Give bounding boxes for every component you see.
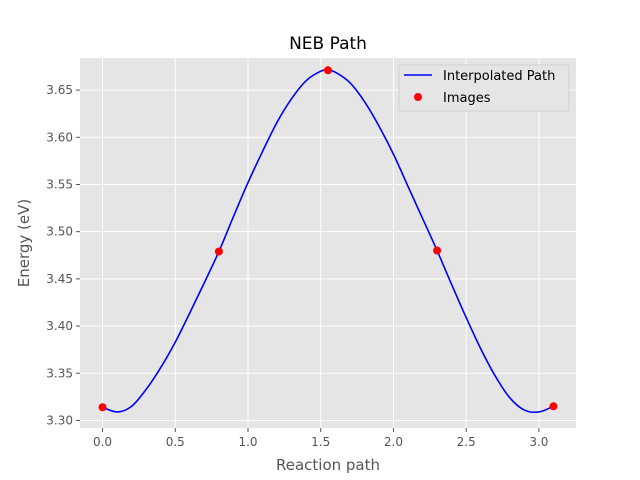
image-marker — [324, 66, 332, 75]
legend-entry-images: Images — [443, 91, 491, 106]
x-tick-label: 2.0 — [384, 435, 403, 449]
chart-title: NEB Path — [289, 34, 367, 54]
axis-ticks: 0.0 0.5 1.0 1.5 2.0 2.5 3.0 3.30 3.35 3.40 3.45 3.5… — [46, 83, 548, 449]
x-tick-label: 3.0 — [529, 435, 548, 449]
y-tick-label: 3.60 — [46, 130, 73, 144]
legend: Interpolated Path Images — [398, 64, 570, 112]
y-tick-label: 3.55 — [46, 177, 73, 191]
image-marker — [433, 246, 442, 255]
plot-area — [80, 58, 576, 428]
y-axis-label: Energy (eV) — [15, 199, 33, 287]
y-tick-label: 3.35 — [46, 366, 73, 380]
image-marker — [214, 247, 223, 256]
x-tick-label: 1.5 — [311, 435, 330, 449]
y-tick-label: 3.65 — [46, 83, 73, 97]
grid — [80, 58, 576, 428]
y-tick-label: 3.50 — [46, 225, 73, 239]
x-tick-label: 2.5 — [457, 435, 476, 449]
y-tick-label: 3.45 — [46, 272, 73, 286]
legend-box — [398, 64, 570, 112]
x-tick-label: 1.0 — [238, 435, 257, 449]
legend-entry-interpolated-path: Interpolated Path — [443, 69, 555, 84]
x-tick-label: 0.0 — [93, 435, 112, 449]
y-tick-label: 3.40 — [46, 319, 73, 333]
y-tick-label: 3.30 — [46, 413, 73, 427]
x-tick-label: 0.5 — [166, 435, 185, 449]
legend-marker-swatch — [414, 93, 422, 101]
plot-series — [98, 66, 558, 414]
image-marker — [98, 403, 107, 412]
x-axis-label: Reaction path — [276, 456, 380, 474]
image-marker — [549, 402, 558, 411]
